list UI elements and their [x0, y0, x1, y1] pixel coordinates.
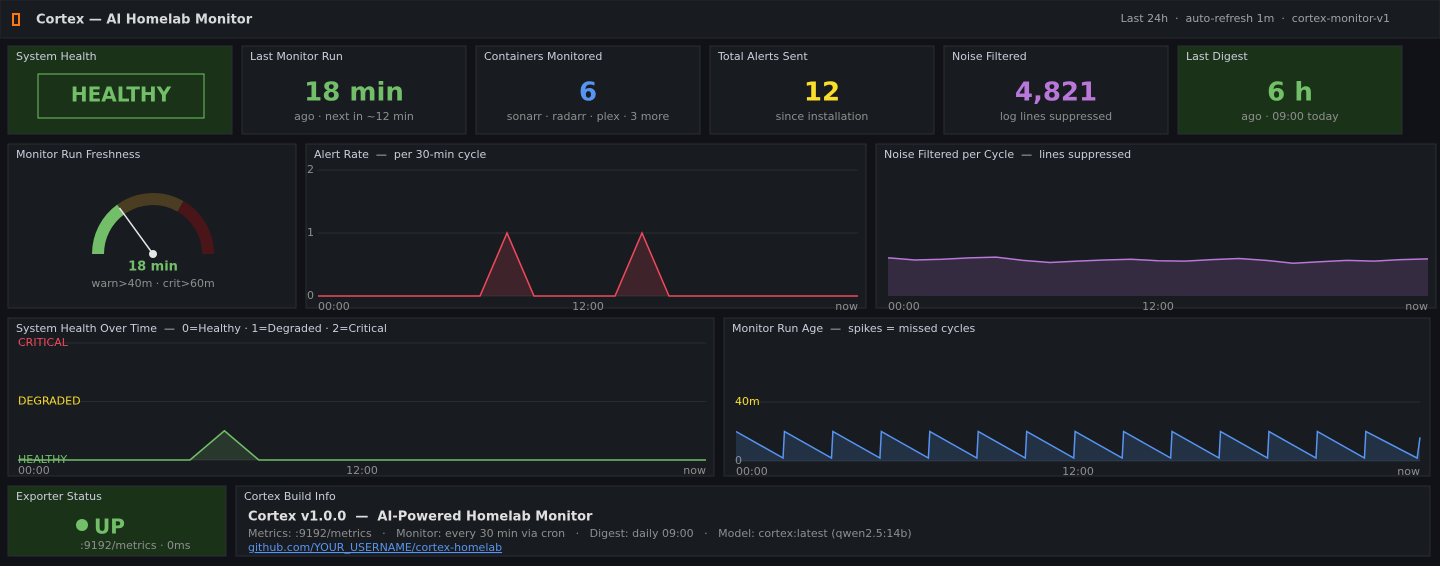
panel-title: Total Alerts Sent	[717, 50, 808, 63]
panel	[475, 45, 701, 135]
y-tick-label: 0	[735, 454, 742, 467]
x-tick-label: now	[1405, 300, 1428, 313]
panel-title: Monitor Run Freshness	[16, 148, 141, 161]
gauge-value: 18 min	[128, 260, 178, 275]
series-line	[318, 231, 858, 297]
exporter-value: UP	[94, 515, 125, 539]
panel	[875, 143, 1437, 309]
gauge-value-arc	[92, 204, 125, 255]
panel	[7, 143, 297, 309]
gauge-note: warn>40m · crit>60m	[91, 277, 214, 290]
panel-title: Alert Rate — per 30-min cycle	[314, 148, 487, 161]
gauge-needle	[118, 207, 154, 255]
panel	[305, 143, 867, 309]
panel	[7, 45, 233, 135]
panel	[7, 317, 715, 477]
stat-value: 4,821	[1015, 78, 1097, 108]
y-tick-label: 0	[307, 289, 314, 302]
x-tick-label: 00:00	[318, 300, 350, 313]
x-tick-label: now	[1397, 465, 1420, 478]
x-tick-label: 12:00	[1142, 300, 1174, 313]
status-dot	[76, 519, 88, 531]
x-tick-label: 12:00	[1062, 465, 1094, 478]
stat-subtitle: since installation	[776, 110, 869, 123]
panel-title: Noise Filtered	[952, 50, 1027, 63]
x-tick-label: 12:00	[346, 464, 378, 477]
x-tick-label: 12:00	[572, 300, 604, 313]
panel	[235, 485, 1431, 557]
build-heading: Cortex v1.0.0 — AI-Powered Homelab Monit…	[248, 510, 593, 525]
x-tick-label: now	[683, 464, 706, 477]
build-details: Metrics: :9192/metrics · Monitor: every …	[248, 527, 912, 540]
repo-link[interactable]: github.com/YOUR_USERNAME/cortex-homelab	[248, 541, 502, 554]
status-box	[37, 73, 205, 119]
y-tick-label: 2	[307, 163, 314, 176]
series-line	[18, 429, 706, 461]
stat-subtitle: ago · 09:00 today	[1241, 110, 1339, 123]
stat-value: 6 h	[1267, 78, 1313, 108]
stat-value: 6	[579, 78, 597, 108]
dashboard-title: Cortex — AI Homelab Monitor	[36, 13, 253, 28]
panel-title: Containers Monitored	[484, 50, 602, 63]
panel-title: Exporter Status	[16, 490, 102, 503]
stat-value: 18 min	[304, 78, 404, 108]
x-tick-label: 00:00	[888, 300, 920, 313]
exporter-subtitle: :9192/metrics · 0ms	[80, 539, 191, 552]
y-tick-label: CRITICAL	[18, 336, 69, 349]
x-tick-label: now	[835, 300, 858, 313]
panel-title: System Health Over Time — 0=Healthy · 1=…	[16, 322, 387, 335]
gauge-track-warn	[117, 193, 184, 215]
y-tick-label: 40m	[735, 395, 760, 408]
panel-title: Noise Filtered per Cycle — lines suppres…	[884, 148, 1131, 161]
panel-title: Cortex Build Info	[244, 490, 336, 503]
panel	[723, 317, 1431, 477]
panel-title: Last Monitor Run	[250, 50, 343, 63]
panel-title: Last Digest	[1186, 50, 1248, 63]
series-line	[887, 256, 1429, 264]
panel-title: System Health	[16, 50, 97, 63]
panel	[7, 485, 227, 557]
panel-title: Monitor Run Age — spikes = missed cycles	[732, 322, 976, 335]
dashboard-meta[interactable]: Last 24h · auto-refresh 1m · cortex-moni…	[1121, 12, 1390, 25]
x-tick-label: 00:00	[18, 464, 50, 477]
series-line	[735, 430, 1421, 460]
panel	[709, 45, 935, 135]
y-tick-label: 1	[307, 226, 314, 239]
stat-subtitle: log lines suppressed	[1000, 110, 1112, 123]
top-bar	[0, 0, 1440, 39]
y-tick-label: DEGRADED	[18, 395, 81, 408]
stat-value: 12	[804, 78, 840, 108]
stat-subtitle: sonarr · radarr · plex · 3 more	[507, 110, 670, 123]
gauge-hub	[149, 250, 157, 258]
area-fill	[888, 257, 1428, 296]
x-tick-label: 00:00	[736, 465, 768, 478]
panel	[943, 45, 1169, 135]
panel	[241, 45, 467, 135]
area-fill	[736, 431, 1420, 461]
stat-subtitle: ago · next in ~12 min	[294, 110, 414, 123]
gauge-track-crit	[177, 201, 214, 255]
logo-icon	[12, 13, 20, 26]
panel	[1177, 45, 1403, 135]
stat-value: HEALTHY	[71, 83, 172, 107]
